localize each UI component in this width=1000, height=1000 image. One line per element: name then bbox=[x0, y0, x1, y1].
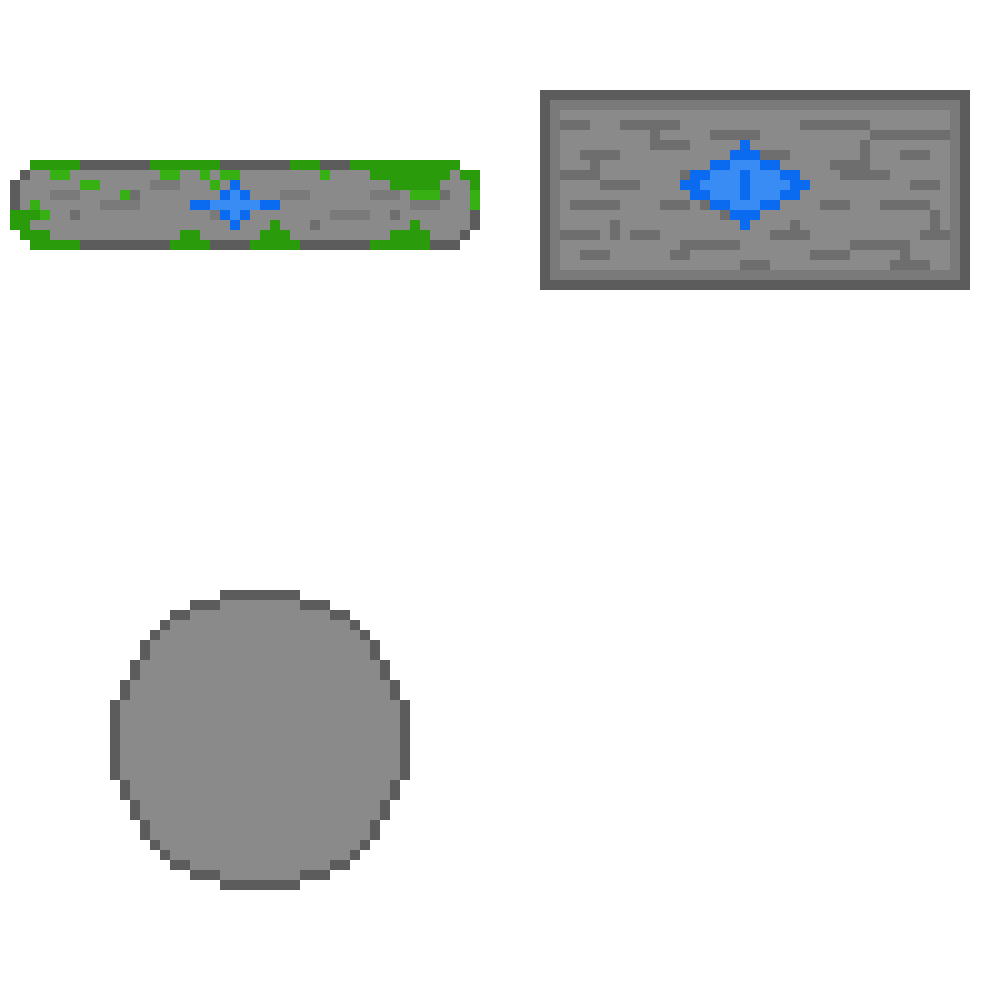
round-stone-boulder bbox=[110, 590, 410, 890]
blue-gem-icon bbox=[680, 140, 810, 230]
stone-cracks bbox=[560, 120, 950, 270]
moss-overgrowth bbox=[10, 160, 480, 250]
mossy-stone-platform bbox=[10, 160, 480, 250]
boulder-stone-body bbox=[110, 590, 410, 890]
blue-gem-icon bbox=[190, 180, 280, 230]
stone-block-with-gem bbox=[540, 90, 970, 290]
